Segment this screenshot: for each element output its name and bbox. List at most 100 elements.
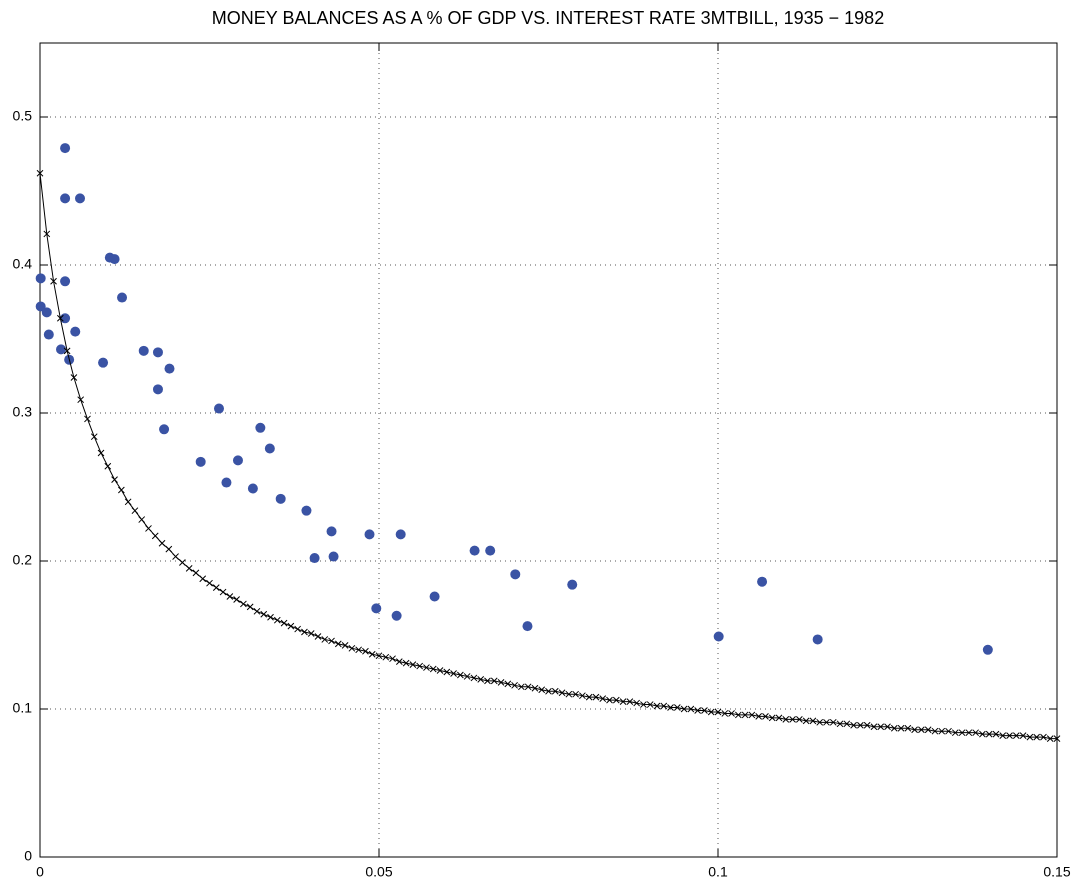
x-marker	[233, 596, 240, 603]
x-marker	[789, 716, 796, 723]
x-marker	[565, 690, 573, 698]
x-marker	[70, 374, 78, 381]
x-marker	[667, 704, 674, 711]
x-marker	[199, 575, 207, 583]
x-marker	[884, 723, 891, 731]
x-marker	[470, 674, 478, 682]
x-marker	[823, 718, 830, 726]
x-marker	[653, 702, 661, 710]
scatter-point	[326, 526, 337, 537]
x-marker	[965, 729, 973, 737]
x-marker	[707, 708, 715, 716]
x-marker	[118, 486, 125, 494]
x-marker	[389, 655, 396, 663]
x-marker	[273, 616, 281, 624]
x-marker	[212, 584, 220, 591]
x-marker	[802, 717, 810, 725]
x-marker	[897, 724, 905, 732]
x-marker	[43, 230, 51, 238]
x-marker	[280, 619, 288, 627]
scatter-point	[328, 551, 339, 562]
x-marker	[63, 347, 71, 355]
x-marker	[890, 724, 898, 732]
x-marker	[341, 642, 349, 649]
x-marker	[436, 667, 444, 674]
x-marker	[972, 729, 979, 737]
x-marker	[728, 710, 735, 717]
y-tick-label: 0.4	[13, 256, 33, 272]
x-marker	[416, 662, 424, 670]
x-marker	[938, 727, 946, 735]
x-marker	[443, 668, 451, 676]
x-marker	[84, 415, 91, 423]
x-marker	[551, 687, 559, 695]
x-marker	[857, 721, 864, 729]
scatter-point	[164, 363, 175, 374]
x-marker	[918, 726, 925, 734]
scatter-point	[221, 477, 232, 488]
scatter-point	[56, 344, 67, 355]
scatter-point	[309, 553, 320, 564]
x-marker	[145, 525, 152, 532]
scatter-point	[301, 505, 312, 516]
y-tick-label: 0	[24, 848, 32, 864]
scatter-point	[159, 424, 170, 435]
x-marker	[1006, 732, 1013, 739]
x-marker	[307, 630, 315, 637]
x-marker	[863, 721, 871, 729]
x-marker	[762, 713, 769, 720]
x-marker	[999, 732, 1007, 739]
x-marker	[904, 724, 912, 732]
scatter-point	[70, 326, 81, 337]
scatter-point	[275, 493, 286, 504]
chart-title: MONEY BALANCES AS A % OF GDP VS. INTERES…	[212, 8, 884, 28]
y-tick-label: 0.2	[13, 552, 33, 568]
x-marker	[226, 593, 234, 600]
x-marker	[36, 169, 44, 177]
x-marker	[558, 689, 566, 697]
y-tick-label: 0.3	[13, 404, 33, 420]
x-marker	[321, 636, 329, 643]
x-marker	[599, 695, 607, 702]
x-marker	[457, 671, 464, 679]
scatter-point	[812, 634, 823, 645]
scatter-point	[713, 631, 724, 642]
x-tick-label: 0.1	[708, 864, 728, 880]
x-marker	[131, 507, 139, 515]
x-marker	[518, 683, 525, 691]
x-marker	[951, 729, 959, 737]
x-marker	[77, 396, 85, 404]
x-marker	[1012, 732, 1020, 739]
scatter-point	[41, 307, 52, 318]
x-marker	[301, 628, 308, 636]
scatter-point	[152, 384, 163, 395]
x-marker	[775, 714, 783, 722]
x-marker	[484, 677, 491, 685]
x-marker	[504, 680, 512, 688]
x-marker	[334, 640, 342, 648]
x-marker	[355, 646, 363, 654]
x-marker	[850, 721, 857, 729]
x-marker	[368, 650, 376, 658]
x-marker	[660, 702, 668, 710]
x-marker	[592, 693, 600, 701]
x-marker	[836, 720, 844, 728]
x-marker	[375, 652, 383, 660]
x-marker	[870, 723, 878, 731]
x-marker	[429, 665, 437, 673]
x-marker	[931, 727, 939, 735]
x-marker	[185, 565, 193, 572]
scatter-point	[60, 143, 71, 154]
x-tick-label: 0	[36, 864, 44, 880]
x-marker	[219, 588, 227, 596]
x-marker	[877, 723, 885, 731]
scatter-point	[117, 292, 128, 303]
x-marker	[701, 707, 708, 714]
x-marker	[531, 684, 539, 692]
x-tick-label: 0.05	[365, 864, 392, 880]
x-marker	[524, 683, 532, 691]
x-marker	[687, 705, 695, 713]
